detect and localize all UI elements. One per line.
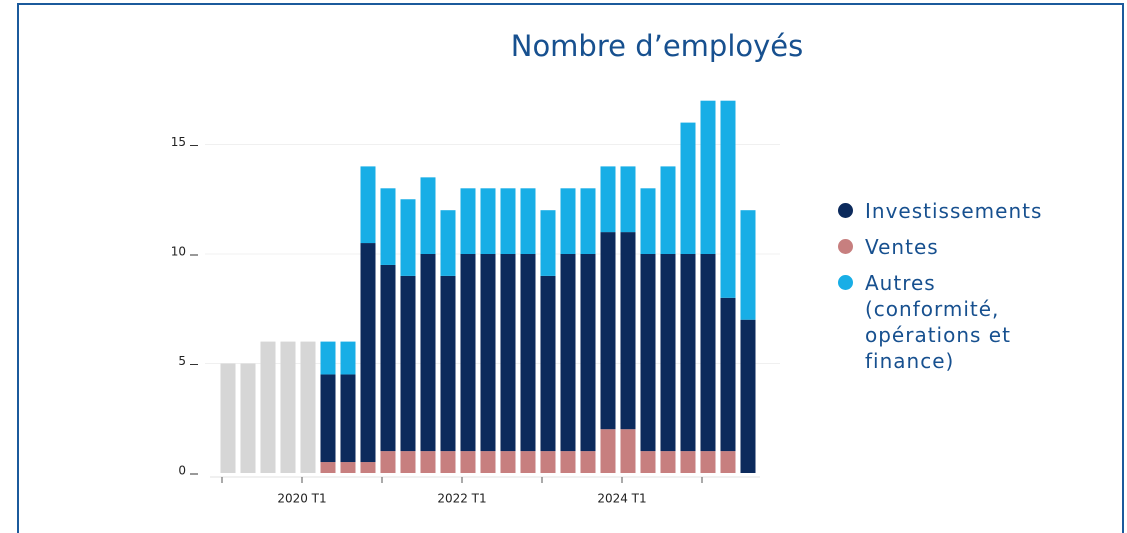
y-tick-label: 5 [178,354,186,368]
bar-segment [580,451,596,473]
bar-unassigned [240,363,256,473]
bar-segment [400,199,416,276]
y-tick-label: 15 [171,135,186,149]
bar-segment [560,254,576,452]
legend-item: Ventes [836,234,1046,260]
legend-swatch [838,239,853,254]
bar-segment [420,451,436,473]
bar-segment [680,451,696,473]
bar-segment [420,254,436,452]
bar-segment [320,462,336,473]
bar-segment [320,374,336,463]
bar-segment [360,462,376,473]
bar-segment [380,264,396,452]
bar-segment [720,297,736,452]
bar-segment [420,177,436,254]
bar-segment [620,166,636,233]
frame [17,3,1124,533]
bar-segment [320,341,336,375]
bar-segment [440,210,456,276]
bar-segment [540,451,556,473]
bar-segment [620,429,636,473]
bar-segment [360,166,376,244]
legend-item: Autres (conformité, opérations et financ… [836,270,1046,374]
bar-segment [660,166,676,254]
bar-segment [460,188,476,254]
bar-segment [400,275,416,452]
bar-segment [500,451,516,473]
x-tick-label: 2024 T1 [597,492,646,506]
bar-segment [500,254,516,452]
bar-segment [720,100,736,298]
bar-segment [440,451,456,473]
bar-segment [700,451,716,473]
bar-segment [380,451,396,473]
bar-segment [520,451,536,473]
bar-segment [700,100,716,254]
legend-label: Ventes [865,235,939,259]
bar-segment [440,275,456,452]
x-tick-label: 2022 T1 [437,492,486,506]
bar-segment [600,232,616,430]
bar-segment [480,254,496,452]
bar-unassigned [220,363,236,473]
bar-segment [340,462,356,473]
chart-title: Nombre d’employés [511,29,803,63]
bar-segment [620,232,636,430]
bar-segment [740,319,756,473]
x-tick-label: 2020 T1 [277,492,326,506]
bar-segment [600,166,616,233]
bar-segment [540,210,556,276]
bar-segment [560,451,576,473]
legend-label: Autres (conformité, opérations et financ… [865,271,1011,373]
legend-swatch [838,275,853,290]
bar-segment [360,243,376,463]
y-tick-label: 10 [171,245,186,259]
bar-segment [680,254,696,452]
bar-unassigned [260,341,276,473]
bar-segment [660,254,676,452]
bar-segment [540,275,556,452]
legend-label: Investissements [865,199,1043,223]
bar-segment [480,451,496,473]
bar-segment [480,188,496,254]
bar-segment [560,188,576,254]
bar-segment [720,451,736,473]
bar-segment [580,254,596,452]
bar-segment [640,188,656,254]
bar-segment [400,451,416,473]
bar-segment [340,341,356,375]
bar-segment [380,188,396,265]
bar-segment [700,254,716,452]
bar-segment [640,451,656,473]
bar-segment [520,188,536,254]
bar-segment [460,451,476,473]
bar-segment [640,254,656,452]
bar-segment [680,122,696,254]
bar-segment [600,429,616,473]
bar-segment [660,451,676,473]
bar-segment [740,210,756,320]
bar-unassigned [300,341,316,473]
legend: Investissements Ventes Autres (conformité,… [836,198,1046,384]
bar-segment [500,188,516,254]
bar-segment [460,254,476,452]
legend-swatch [838,203,853,218]
bar-segment [520,254,536,452]
y-tick-label: 0 [178,464,186,478]
bar-segment [340,374,356,463]
legend-item: Investissements [836,198,1046,224]
bar-segment [580,188,596,254]
bar-unassigned [280,341,296,473]
